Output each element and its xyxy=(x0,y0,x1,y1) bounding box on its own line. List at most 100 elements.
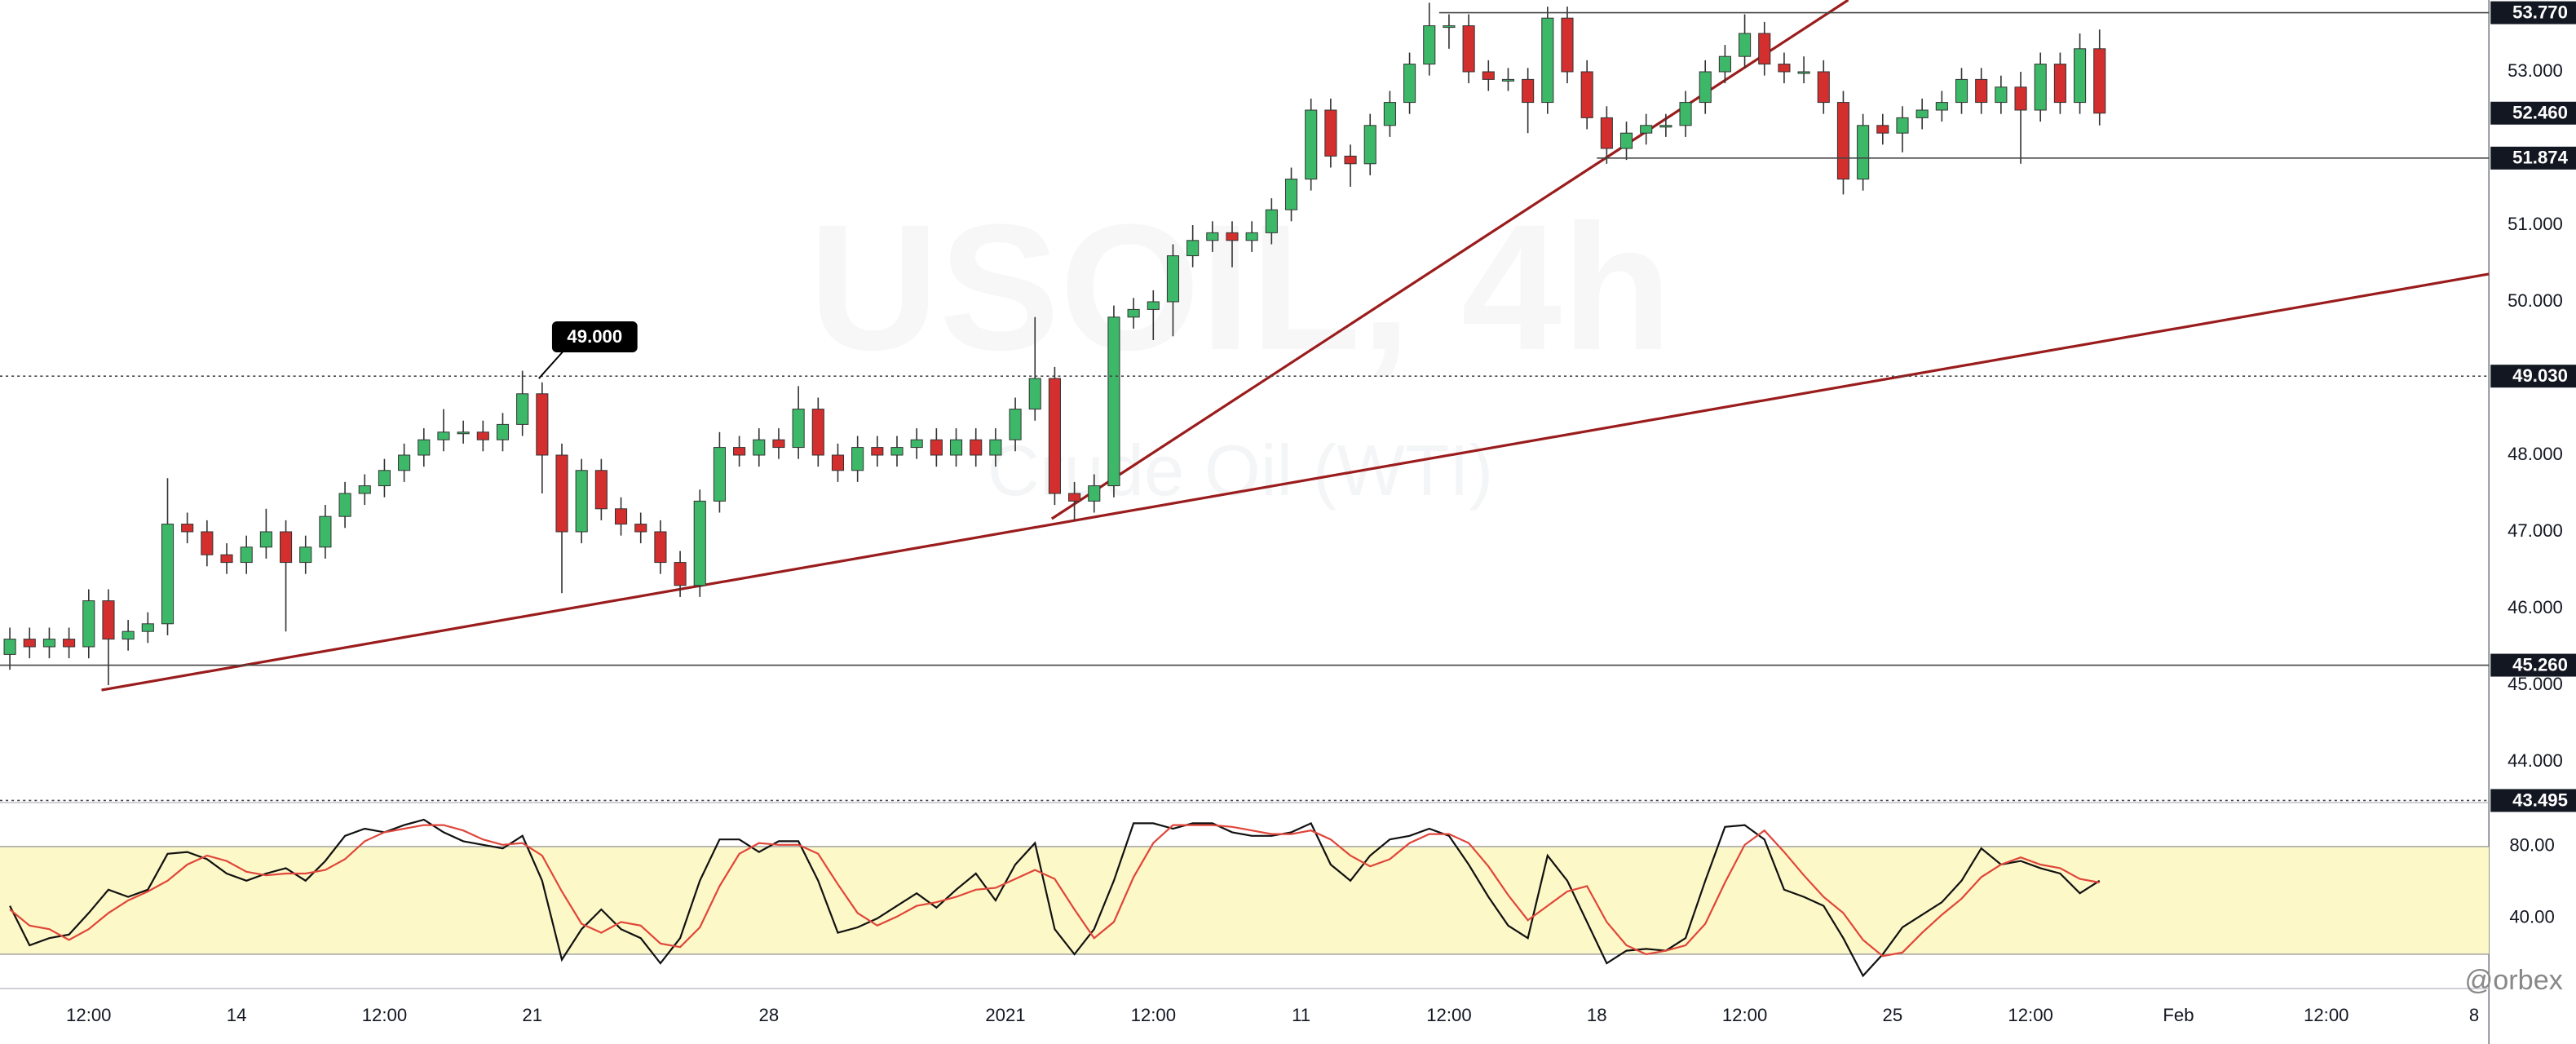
level-label: 51.874 xyxy=(2512,148,2568,168)
candle-body xyxy=(614,508,628,525)
x-tick-label: 2021 xyxy=(985,1005,1025,1025)
x-tick-label: 25 xyxy=(1883,1005,1903,1025)
candle-body xyxy=(1836,102,1850,180)
candle-body xyxy=(1166,255,1180,303)
price-pane xyxy=(3,0,2490,692)
candle-body xyxy=(1403,64,1416,104)
candle-body xyxy=(811,409,824,456)
level-label: 43.495 xyxy=(2512,790,2568,810)
candle-body xyxy=(102,600,115,640)
candle-body xyxy=(319,515,332,548)
candle-body xyxy=(1915,109,1929,118)
candle-body xyxy=(1561,17,1574,73)
watermark-subtitle: Crude Oil (WTI) xyxy=(988,431,1493,511)
candle-body xyxy=(2053,64,2066,104)
candle-body xyxy=(259,531,272,548)
x-tick-label: 11 xyxy=(1292,1005,1310,1025)
stoch-line xyxy=(9,818,2101,978)
candle-body xyxy=(1857,125,1870,180)
stoch-tick-label: 40.00 xyxy=(2509,907,2554,927)
candle-body xyxy=(1088,485,1101,502)
candle-body xyxy=(1955,78,1968,104)
candle-body xyxy=(220,554,233,564)
candle-body xyxy=(201,531,214,555)
x-tick-label: Feb xyxy=(2163,1005,2194,1025)
candle-body xyxy=(693,500,706,586)
x-tick-label: 12:00 xyxy=(2304,1005,2348,1025)
candle-body xyxy=(890,447,904,456)
candle-body xyxy=(299,546,312,564)
level-label-box xyxy=(2490,101,2576,125)
y-tick-label: 48.000 xyxy=(2508,444,2563,464)
candle-body xyxy=(496,423,510,440)
candle-body xyxy=(772,439,785,449)
candle-body xyxy=(2093,48,2106,114)
x-tick-label: 8 xyxy=(2469,1005,2479,1025)
candle-body xyxy=(378,470,391,487)
candle-body xyxy=(1817,71,1830,104)
logo: @orbex xyxy=(2464,965,2562,996)
candle-body xyxy=(733,447,746,456)
trendline xyxy=(1050,0,1849,520)
candle-body xyxy=(1127,308,1140,318)
candle-body xyxy=(1443,25,1456,29)
candle-body xyxy=(1423,25,1436,65)
candle-body xyxy=(1679,102,1692,126)
level-label-box xyxy=(2490,365,2576,388)
candle-body xyxy=(1147,301,1160,310)
candle-body xyxy=(1048,378,1061,494)
trendline xyxy=(101,272,2490,692)
candle-body xyxy=(989,439,1002,456)
level-label-box xyxy=(2490,789,2576,812)
candle-body xyxy=(1462,25,1475,73)
candle-body xyxy=(674,562,687,586)
candle-body xyxy=(1009,409,1022,440)
candle-body xyxy=(1265,209,1278,233)
candle-body xyxy=(1797,71,1810,74)
watermark: USOIL, 4h xyxy=(809,187,1672,387)
candle-body xyxy=(1935,102,1948,111)
candle-body xyxy=(82,600,95,648)
y-tick-label: 46.000 xyxy=(2508,597,2563,617)
candle-body xyxy=(1482,71,1495,80)
x-tick-label: 12:00 xyxy=(1131,1005,1176,1025)
y-tick-label: 47.000 xyxy=(2508,520,2563,541)
candle-body xyxy=(792,409,805,449)
x-tick-label: 18 xyxy=(1587,1005,1607,1025)
level-label-box xyxy=(2490,653,2576,677)
candle-body xyxy=(654,531,667,564)
annotation-label: 49.000 xyxy=(567,326,622,347)
candle-body xyxy=(1324,109,1337,157)
candle-body xyxy=(634,524,647,533)
y-tick-label: 45.000 xyxy=(2508,674,2563,694)
y-tick-label: 44.000 xyxy=(2508,750,2563,771)
candle-body xyxy=(1501,78,1515,82)
y-tick-label: 51.000 xyxy=(2508,214,2563,234)
candle-body xyxy=(1206,232,1219,241)
candle-body xyxy=(1186,240,1200,257)
candle-body xyxy=(42,639,55,648)
candle-body xyxy=(1778,64,1791,73)
candle-body xyxy=(1619,132,1633,149)
x-tick-label: 21 xyxy=(522,1005,542,1025)
candle-body xyxy=(1718,55,1731,73)
x-tick-label: 12:00 xyxy=(1426,1005,1471,1025)
candle-body xyxy=(1699,71,1712,104)
candle-body xyxy=(831,454,845,471)
candle-body xyxy=(1305,109,1318,180)
candle-body xyxy=(457,431,470,435)
candle-body xyxy=(23,639,36,648)
candle-body xyxy=(161,524,175,625)
level-label: 45.260 xyxy=(2512,654,2568,675)
candle-body xyxy=(1068,493,1081,502)
candle-body xyxy=(713,447,726,502)
candle-body xyxy=(1226,232,1239,241)
candle-body xyxy=(338,493,351,517)
candle-body xyxy=(418,439,431,456)
candle-body xyxy=(2034,64,2047,111)
candle-body xyxy=(1600,117,1613,149)
candle-body xyxy=(1876,125,1889,134)
annotation-box xyxy=(551,321,638,352)
